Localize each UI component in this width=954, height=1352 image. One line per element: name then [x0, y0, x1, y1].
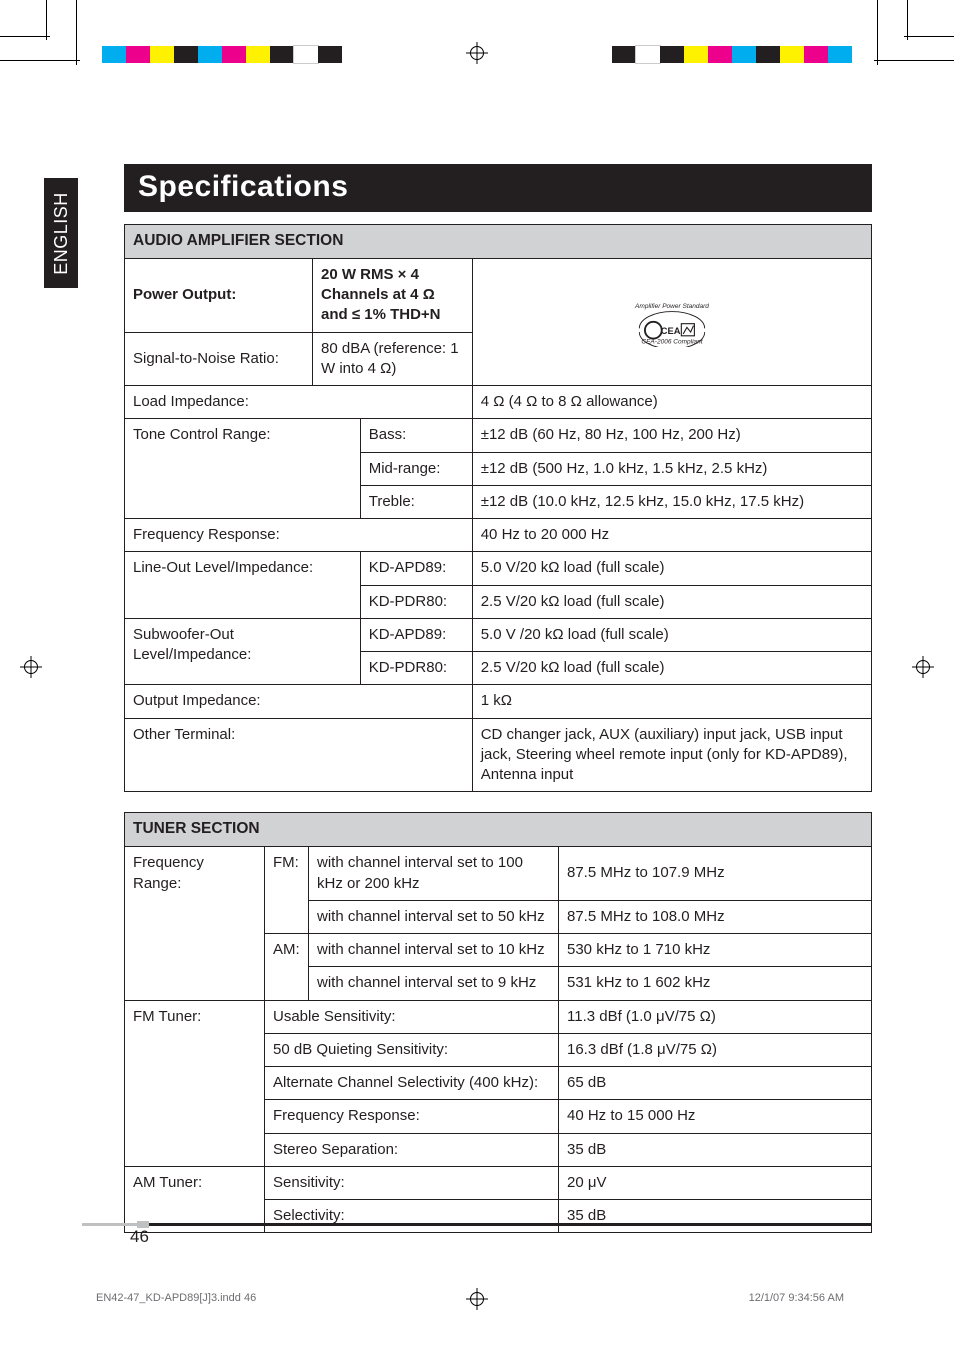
- slug-timestamp: 12/1/07 9:34:56 AM: [749, 1292, 844, 1304]
- language-tab: ENGLISH: [44, 178, 78, 288]
- tone-treble-label: Treble:: [360, 485, 472, 518]
- page-content: Specifications AUDIO AMPLIFIER SECTION P…: [82, 70, 872, 1233]
- load-value: 4 Ω (4 Ω to 8 Ω allowance): [472, 386, 871, 419]
- cea-logo-cell: Amplifier Power Standard CEA-2006 Compli…: [472, 258, 871, 385]
- svg-text:CEA: CEA: [661, 326, 681, 336]
- usable-value: 11.3 dBf (1.0 μV/75 Ω): [559, 1000, 872, 1033]
- altsel-value: 65 dB: [559, 1067, 872, 1100]
- language-tab-label: ENGLISH: [51, 192, 72, 275]
- am-label: AM:: [265, 934, 309, 1001]
- sel-value: 35 dB: [559, 1200, 872, 1233]
- slug-filename: EN42-47_KD-APD89[J]3.indd 46: [96, 1292, 256, 1304]
- am2-value: 531 kHz to 1 602 kHz: [559, 967, 872, 1000]
- fm2-value: 87.5 MHz to 108.0 MHz: [559, 900, 872, 933]
- tone-bass-value: ±12 dB (60 Hz, 80 Hz, 100 Hz, 200 Hz): [472, 419, 871, 452]
- lineout-b-value: 2.5 V/20 kΩ load (full scale): [472, 585, 871, 618]
- sub-b-value: 2.5 V/20 kΩ load (full scale): [472, 652, 871, 685]
- am2-label: with channel interval set to 9 kHz: [309, 967, 559, 1000]
- lineout-a-value: 5.0 V/20 kΩ load (full scale): [472, 552, 871, 585]
- am1-value: 530 kHz to 1 710 kHz: [559, 934, 872, 967]
- other-value: CD changer jack, AUX (auxiliary) input j…: [472, 718, 871, 792]
- outimp-label: Output Impedance:: [125, 685, 473, 718]
- sub-a-label: KD-APD89:: [360, 618, 472, 651]
- snr-value: 80 dBA (reference: 1 W into 4 Ω): [313, 332, 473, 386]
- fm1-value: 87.5 MHz to 107.9 MHz: [559, 847, 872, 901]
- fmtuner-label: FM Tuner:: [125, 1000, 265, 1166]
- tuner-header: TUNER SECTION: [125, 813, 872, 847]
- load-label: Load Impedance:: [125, 386, 473, 419]
- page-number: 46: [130, 1227, 149, 1247]
- fm-label: FM:: [265, 847, 309, 934]
- footer-rule: [82, 1223, 872, 1226]
- sub-b-label: KD-PDR80:: [360, 652, 472, 685]
- tone-mid-label: Mid-range:: [360, 452, 472, 485]
- sens-value: 20 μV: [559, 1166, 872, 1199]
- fm2-label: with channel interval set to 50 kHz: [309, 900, 559, 933]
- snr-label: Signal-to-Noise Ratio:: [125, 332, 313, 386]
- power-output-label: Power Output:: [125, 258, 313, 332]
- usable-label: Usable Sensitivity:: [265, 1000, 559, 1033]
- svg-text:CEA-2006 Compliant: CEA-2006 Compliant: [641, 338, 703, 345]
- freqrange-label: Frequency Range:: [125, 847, 265, 1000]
- freq-value: 40 Hz to 20 000 Hz: [472, 519, 871, 552]
- page-title: Specifications: [124, 164, 872, 212]
- power-output-value: 20 W RMS × 4 Channels at 4 Ω and ≤ 1% TH…: [313, 258, 473, 332]
- stereo-value: 35 dB: [559, 1133, 872, 1166]
- tone-mid-value: ±12 dB (500 Hz, 1.0 kHz, 1.5 kHz, 2.5 kH…: [472, 452, 871, 485]
- lineout-b-label: KD-PDR80:: [360, 585, 472, 618]
- quiet-value: 16.3 dBf (1.8 μV/75 Ω): [559, 1033, 872, 1066]
- svg-text:Amplifier Power Standard: Amplifier Power Standard: [634, 303, 709, 310]
- lineout-label: Line-Out Level/Impedance:: [125, 552, 361, 619]
- tone-treble-value: ±12 dB (10.0 kHz, 12.5 kHz, 15.0 kHz, 17…: [472, 485, 871, 518]
- tuner-table: TUNER SECTION Frequency Range: FM: with …: [124, 812, 872, 1233]
- amp-table: AUDIO AMPLIFIER SECTION Power Output: 20…: [124, 224, 872, 792]
- lineout-a-label: KD-APD89:: [360, 552, 472, 585]
- sub-label: Subwoofer-Out Level/Impedance:: [125, 618, 361, 685]
- fresp-value: 40 Hz to 15 000 Hz: [559, 1100, 872, 1133]
- altsel-label: Alternate Channel Selectivity (400 kHz):: [265, 1067, 559, 1100]
- sel-label: Selectivity:: [265, 1200, 559, 1233]
- tone-label: Tone Control Range:: [125, 419, 361, 519]
- am1-label: with channel interval set to 10 kHz: [309, 934, 559, 967]
- sens-label: Sensitivity:: [265, 1166, 559, 1199]
- cea-logo-icon: Amplifier Power Standard CEA-2006 Compli…: [624, 291, 720, 347]
- freq-label: Frequency Response:: [125, 519, 473, 552]
- tone-bass-label: Bass:: [360, 419, 472, 452]
- other-label: Other Terminal:: [125, 718, 473, 792]
- fresp-label: Frequency Response:: [265, 1100, 559, 1133]
- stereo-label: Stereo Separation:: [265, 1133, 559, 1166]
- fm1-label: with channel interval set to 100 kHz or …: [309, 847, 559, 901]
- quiet-label: 50 dB Quieting Sensitivity:: [265, 1033, 559, 1066]
- amp-header: AUDIO AMPLIFIER SECTION: [125, 225, 872, 259]
- outimp-value: 1 kΩ: [472, 685, 871, 718]
- sub-a-value: 5.0 V /20 kΩ load (full scale): [472, 618, 871, 651]
